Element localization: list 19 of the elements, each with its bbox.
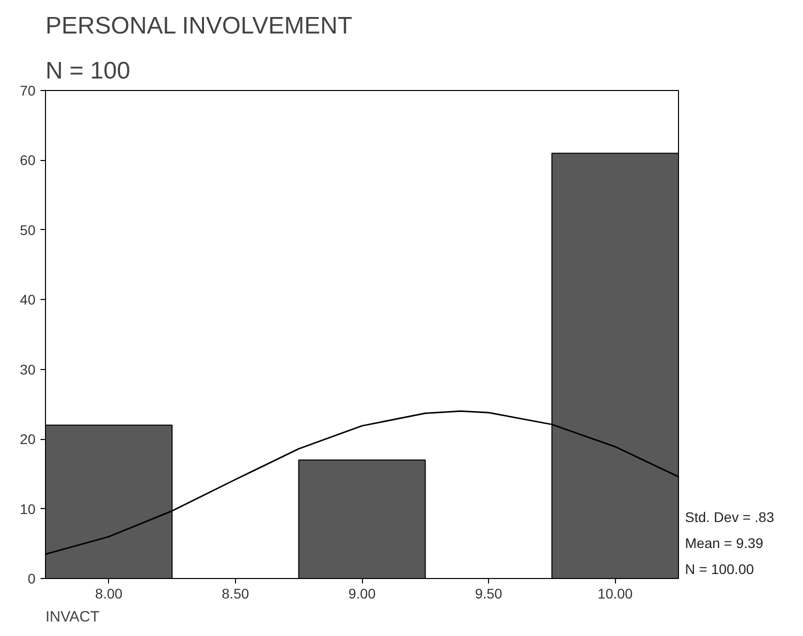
x-tick-label: 8.50 xyxy=(222,586,250,602)
chart-title: PERSONAL INVOLVEMENT xyxy=(46,12,353,40)
x-tick-label: 8.00 xyxy=(95,586,123,602)
text: Std. Dev = .83 xyxy=(685,508,774,527)
x-axis-title: INVACT xyxy=(46,608,100,626)
y-tick-label: 30 xyxy=(20,361,36,378)
y-tick-label: 70 xyxy=(20,82,36,98)
x-tick-label: 9.00 xyxy=(348,586,376,602)
y-tick-label: 20 xyxy=(20,431,36,448)
text: N = 100.00 xyxy=(685,560,755,579)
y-tick-label: 40 xyxy=(20,292,36,308)
text: Mean = 9.39 xyxy=(685,534,764,553)
chart-subtitle: N = 100 xyxy=(46,58,130,84)
y-tick-label: 10 xyxy=(20,500,36,517)
x-tick-label: 9.50 xyxy=(474,586,502,602)
y-tick-label: 50 xyxy=(20,222,36,238)
y-tick-label: 0 xyxy=(28,570,36,586)
x-tick-label: 10.00 xyxy=(598,586,633,602)
y-tick-label: 60 xyxy=(20,152,36,168)
